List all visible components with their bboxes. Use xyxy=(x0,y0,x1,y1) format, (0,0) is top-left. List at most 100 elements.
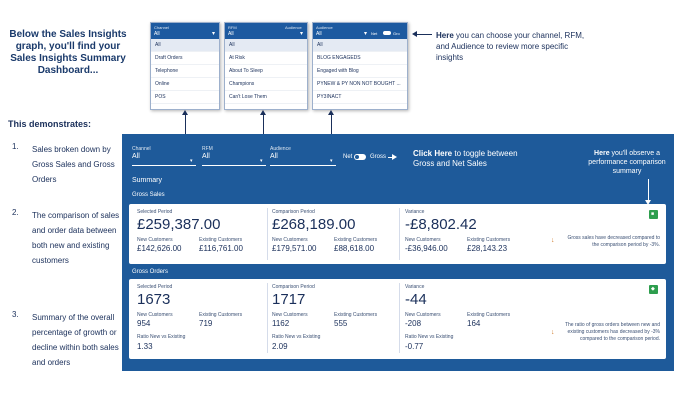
audience-dropdown-value: All xyxy=(316,31,322,37)
existing-customers-value: 555 xyxy=(334,319,348,328)
comparison-period-label: Comparison Period xyxy=(272,209,315,215)
net-gross-toggle-mini[interactable] xyxy=(383,31,391,35)
net-gross-toggle[interactable] xyxy=(354,154,366,160)
audience-dropdown-popup[interactable]: Audience All ▾ Net Gro All BLOG ENGAGEDS… xyxy=(312,22,408,110)
new-customers-label: New Customers xyxy=(137,312,173,318)
bag-icon: ■ xyxy=(651,211,655,217)
channel-filter-value: All xyxy=(132,153,140,160)
demonstrates-title: This demonstrates: xyxy=(8,119,92,129)
summary-note-bold: Here xyxy=(594,150,610,157)
chevron-down-icon: ▾ xyxy=(260,158,263,164)
ratio-label: Ratio New vs Existing xyxy=(137,334,186,340)
gross-sales-insight: Gross sales have decreased compared to t… xyxy=(567,235,660,248)
rfm-filter-value: All xyxy=(202,153,210,160)
arrow-up-icon xyxy=(182,110,188,115)
divider xyxy=(399,283,400,353)
new-customers-label: New Customers xyxy=(405,312,441,318)
existing-customers-value: £116,761.00 xyxy=(199,244,243,253)
intro-text: Below the Sales Insights graph, you'll f… xyxy=(9,29,127,76)
gross-orders-card: Selected Period 1673 New Customers 954 E… xyxy=(129,279,666,359)
dropdown-option[interactable]: About To Sleep xyxy=(225,65,307,78)
dropdown-option[interactable]: PY3INACT xyxy=(313,91,407,104)
toggle-note-text: to toggle between Gross and Net Sales xyxy=(413,149,518,168)
variance-value: -£8,802.42 xyxy=(405,216,477,233)
dropdown-option[interactable]: Online xyxy=(151,78,219,91)
variance-value: -44 xyxy=(405,291,427,308)
summary-note-text: you'll observe a performance comparison … xyxy=(588,150,666,175)
new-customers-value: £142,626.00 xyxy=(137,244,182,253)
filter-underline xyxy=(270,165,336,166)
channel-dropdown-header[interactable]: Channel All ▾ xyxy=(151,23,219,39)
dropdown-option[interactable]: At Risk xyxy=(225,52,307,65)
dropdown-option[interactable]: POS xyxy=(151,91,219,104)
comparison-period-value: 1717 xyxy=(272,291,306,308)
existing-customers-label: Existing Customers xyxy=(334,312,378,318)
net-label-mini: Net xyxy=(371,31,378,36)
new-customers-value: -208 xyxy=(405,319,422,328)
gross-label: Gross xyxy=(370,154,387,160)
arrow-left-icon xyxy=(412,31,417,37)
arrow-up-icon xyxy=(328,110,334,115)
dropdown-option[interactable]: Engaged with Blog xyxy=(313,65,407,78)
dropdown-option[interactable]: Draft Orders xyxy=(151,52,219,65)
chevron-down-icon: ▾ xyxy=(299,31,303,37)
rfm-dropdown-value: All xyxy=(228,31,234,37)
decrease-arrow-icon: ↓ xyxy=(551,329,555,336)
arrow-up-icon xyxy=(260,110,266,115)
summary-note: Here you'll observe a performance compar… xyxy=(584,149,670,176)
list-item-number: 2. xyxy=(12,208,19,217)
variance-label: Variance xyxy=(405,209,425,215)
chevron-down-icon: ▾ xyxy=(363,31,367,37)
dropdown-option[interactable]: Can't Lose Them xyxy=(225,91,307,104)
existing-customers-label: Existing Customers xyxy=(467,312,511,318)
audience-dropdown-label: Audience xyxy=(316,25,333,30)
ratio-label: Ratio New vs Existing xyxy=(405,334,454,340)
new-customers-label: New Customers xyxy=(137,237,173,243)
rfm-filter-label: RFM xyxy=(202,146,213,152)
list-item-number: 1. xyxy=(12,142,19,151)
dropdown-option[interactable]: Champions xyxy=(225,78,307,91)
list-item-text: Sales broken down by Gross Sales and Gro… xyxy=(32,145,115,184)
dropdown-option[interactable]: PYNEW & PY NON NOT BOUGHT ... xyxy=(313,78,407,91)
selected-period-label: Selected Period xyxy=(137,284,173,290)
channel-filter[interactable]: Channel All ▾ xyxy=(132,146,196,166)
handshake-icon: ◆ xyxy=(651,286,655,292)
rfm-filter[interactable]: RFM All ▾ xyxy=(202,146,266,166)
dropdown-option[interactable]: Telephone xyxy=(151,65,219,78)
dropdown-option[interactable]: BLOG ENGAGEDS xyxy=(313,52,407,65)
orders-badge: ◆ xyxy=(649,285,658,294)
list-item-text: Summary of the overall percentage of gro… xyxy=(32,313,119,367)
list-item-number: 3. xyxy=(12,310,19,319)
toggle-knob xyxy=(355,155,359,159)
audience-filter-value: All xyxy=(270,153,278,160)
existing-customers-label: Existing Customers xyxy=(467,237,511,243)
chevron-down-icon: ▾ xyxy=(211,31,215,37)
dropdown-option[interactable]: All xyxy=(313,39,407,52)
filter-underline xyxy=(202,165,266,166)
dropdown-option[interactable]: All xyxy=(151,39,219,52)
selected-period-value: 1673 xyxy=(137,291,171,308)
rfm-dropdown-label: RFM xyxy=(228,25,237,30)
gross-orders-title: Gross Orders xyxy=(132,269,169,275)
rfm-dropdown-header[interactable]: RFM Audience All ▾ xyxy=(225,23,307,39)
audience-dropdown-header[interactable]: Audience All ▾ Net Gro xyxy=(313,23,407,39)
toggle-note-bold: Click Here xyxy=(413,149,453,158)
existing-customers-label: Existing Customers xyxy=(199,312,243,318)
new-customers-label: New Customers xyxy=(272,237,308,243)
audience-dropdown-label: Audience xyxy=(285,25,302,30)
new-customers-label: New Customers xyxy=(272,312,308,318)
channel-dropdown-label: Channel xyxy=(154,25,169,30)
selected-period-label: Selected Period xyxy=(137,209,173,215)
chevron-down-icon: ▾ xyxy=(330,158,333,164)
audience-filter[interactable]: Audience All ▾ xyxy=(270,146,336,166)
ratio-value: 2.09 xyxy=(272,342,288,351)
new-customers-value: £179,571.00 xyxy=(272,244,317,253)
channel-dropdown-popup[interactable]: Channel All ▾ All Draft Orders Telephone… xyxy=(150,22,220,110)
ratio-value: -0.77 xyxy=(405,342,424,351)
gross-orders-insight: The ratio of gross orders between new an… xyxy=(564,322,660,342)
rfm-dropdown-popup[interactable]: RFM Audience All ▾ All At Risk About To … xyxy=(224,22,308,110)
ratio-value: 1.33 xyxy=(137,342,153,351)
divider xyxy=(399,208,400,260)
filter-underline xyxy=(132,165,196,166)
dropdown-option[interactable]: All xyxy=(225,39,307,52)
